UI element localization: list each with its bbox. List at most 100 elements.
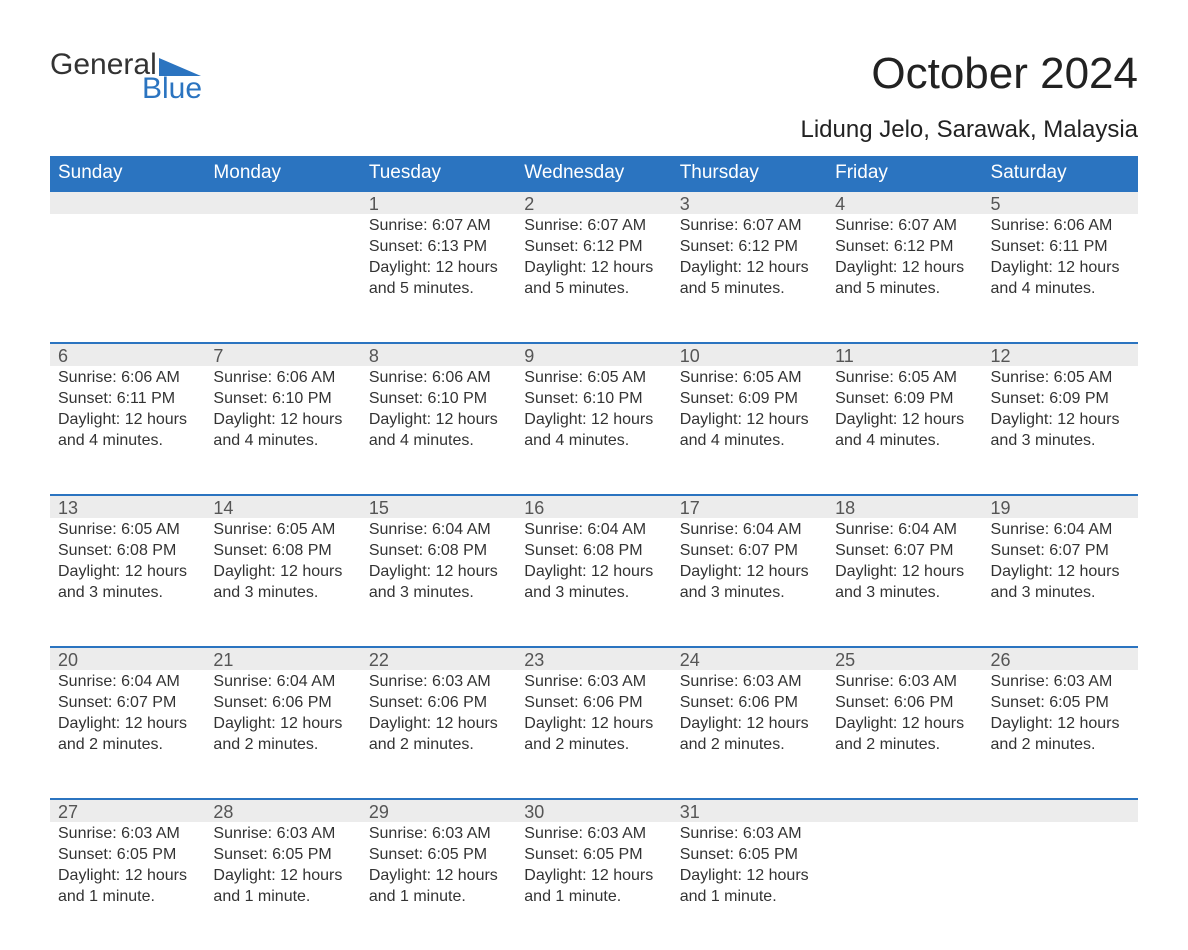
day-number: 26 [983,646,1138,670]
sunrise-line: Sunrise: 6:03 AM [524,672,663,693]
sunrise-line: Sunrise: 6:04 AM [369,520,508,541]
sunset-line: Sunset: 6:10 PM [369,389,508,410]
sunset-line: Sunset: 6:08 PM [58,541,197,562]
detail-row: Sunrise: 6:07 AMSunset: 6:13 PMDaylight:… [50,214,1138,342]
sunset-line: Sunset: 6:10 PM [213,389,352,410]
sunrise-line: Sunrise: 6:05 AM [213,520,352,541]
sunset-line: Sunset: 6:06 PM [524,693,663,714]
sunrise-line: Sunrise: 6:06 AM [213,368,352,389]
daylight-line: Daylight: 12 hours and 5 minutes. [680,258,819,300]
sunrise-line: Sunrise: 6:07 AM [680,216,819,237]
sunrise-line: Sunrise: 6:07 AM [369,216,508,237]
day-number: 27 [50,798,205,822]
sunrise-line: Sunrise: 6:06 AM [58,368,197,389]
sunrise-line: Sunrise: 6:03 AM [680,824,819,845]
daylight-line: Daylight: 12 hours and 2 minutes. [991,714,1130,756]
sunset-line: Sunset: 6:11 PM [58,389,197,410]
brand-logo: General Blue [50,50,202,104]
sunset-line: Sunset: 6:09 PM [835,389,974,410]
sunset-line: Sunset: 6:06 PM [369,693,508,714]
day-number: 14 [205,494,360,518]
sunset-line: Sunset: 6:07 PM [680,541,819,562]
sunset-line: Sunset: 6:05 PM [213,845,352,866]
sunrise-line: Sunrise: 6:03 AM [213,824,352,845]
day-detail: Sunrise: 6:03 AMSunset: 6:05 PMDaylight:… [50,822,205,917]
day-detail: Sunrise: 6:04 AMSunset: 6:06 PMDaylight:… [205,670,360,765]
daylight-line: Daylight: 12 hours and 3 minutes. [680,562,819,604]
sunrise-line: Sunrise: 6:06 AM [991,216,1130,237]
weekday-header: Tuesday [361,156,516,190]
daylight-line: Daylight: 12 hours and 2 minutes. [213,714,352,756]
day-detail: Sunrise: 6:05 AMSunset: 6:09 PMDaylight:… [983,366,1138,461]
day-number: 18 [827,494,982,518]
sunrise-line: Sunrise: 6:04 AM [58,672,197,693]
day-detail: Sunrise: 6:07 AMSunset: 6:12 PMDaylight:… [672,214,827,309]
day-number: 23 [516,646,671,670]
day-detail: Sunrise: 6:04 AMSunset: 6:08 PMDaylight:… [361,518,516,613]
day-detail: Sunrise: 6:04 AMSunset: 6:07 PMDaylight:… [827,518,982,613]
day-number: 13 [50,494,205,518]
sunrise-line: Sunrise: 6:04 AM [835,520,974,541]
weekday-header: Monday [205,156,360,190]
sunset-line: Sunset: 6:05 PM [991,693,1130,714]
day-number: 9 [516,342,671,366]
empty-day [205,190,360,214]
day-detail: Sunrise: 6:05 AMSunset: 6:08 PMDaylight:… [50,518,205,613]
daylight-line: Daylight: 12 hours and 2 minutes. [835,714,974,756]
daylight-line: Daylight: 12 hours and 5 minutes. [369,258,508,300]
weekday-header: Sunday [50,156,205,190]
sunrise-line: Sunrise: 6:05 AM [524,368,663,389]
daylight-line: Daylight: 12 hours and 4 minutes. [58,410,197,452]
weekday-header: Thursday [672,156,827,190]
empty-day [827,798,982,822]
day-number: 29 [361,798,516,822]
sunrise-line: Sunrise: 6:04 AM [991,520,1130,541]
sunrise-line: Sunrise: 6:04 AM [680,520,819,541]
day-detail: Sunrise: 6:07 AMSunset: 6:12 PMDaylight:… [516,214,671,309]
daylight-line: Daylight: 12 hours and 1 minute. [369,866,508,908]
day-detail: Sunrise: 6:03 AMSunset: 6:05 PMDaylight:… [205,822,360,917]
day-detail: Sunrise: 6:03 AMSunset: 6:06 PMDaylight:… [516,670,671,765]
sunset-line: Sunset: 6:08 PM [369,541,508,562]
day-number: 16 [516,494,671,518]
day-detail: Sunrise: 6:05 AMSunset: 6:09 PMDaylight:… [827,366,982,461]
sunrise-line: Sunrise: 6:04 AM [213,672,352,693]
sunset-line: Sunset: 6:06 PM [835,693,974,714]
day-number: 11 [827,342,982,366]
daylight-line: Daylight: 12 hours and 3 minutes. [835,562,974,604]
calendar-head: SundayMondayTuesdayWednesdayThursdayFrid… [50,156,1138,190]
day-detail: Sunrise: 6:03 AMSunset: 6:06 PMDaylight:… [672,670,827,765]
daylight-line: Daylight: 12 hours and 4 minutes. [369,410,508,452]
daylight-line: Daylight: 12 hours and 1 minute. [213,866,352,908]
day-detail: Sunrise: 6:06 AMSunset: 6:10 PMDaylight:… [205,366,360,461]
day-number: 4 [827,190,982,214]
calendar-page: General Blue October 2024 Lidung Jelo, S… [0,0,1188,918]
daylight-line: Daylight: 12 hours and 4 minutes. [991,258,1130,300]
day-detail: Sunrise: 6:03 AMSunset: 6:05 PMDaylight:… [516,822,671,917]
daylight-line: Daylight: 12 hours and 2 minutes. [524,714,663,756]
sunset-line: Sunset: 6:12 PM [835,237,974,258]
day-detail: Sunrise: 6:04 AMSunset: 6:07 PMDaylight:… [983,518,1138,613]
day-number: 5 [983,190,1138,214]
sunset-line: Sunset: 6:09 PM [991,389,1130,410]
sunset-line: Sunset: 6:09 PM [680,389,819,410]
daylight-line: Daylight: 12 hours and 3 minutes. [369,562,508,604]
daylight-line: Daylight: 12 hours and 5 minutes. [835,258,974,300]
sunset-line: Sunset: 6:10 PM [524,389,663,410]
day-number: 15 [361,494,516,518]
sunrise-line: Sunrise: 6:03 AM [835,672,974,693]
empty-day [983,798,1138,822]
day-detail: Sunrise: 6:03 AMSunset: 6:06 PMDaylight:… [361,670,516,765]
daynum-row: 6789101112 [50,342,1138,366]
sunset-line: Sunset: 6:05 PM [58,845,197,866]
logo-word-1: General [50,50,157,80]
day-number: 24 [672,646,827,670]
day-number: 31 [672,798,827,822]
day-number: 30 [516,798,671,822]
sunset-line: Sunset: 6:05 PM [680,845,819,866]
day-number: 1 [361,190,516,214]
sunrise-line: Sunrise: 6:07 AM [524,216,663,237]
sunset-line: Sunset: 6:08 PM [524,541,663,562]
daylight-line: Daylight: 12 hours and 3 minutes. [991,410,1130,452]
sunset-line: Sunset: 6:12 PM [524,237,663,258]
